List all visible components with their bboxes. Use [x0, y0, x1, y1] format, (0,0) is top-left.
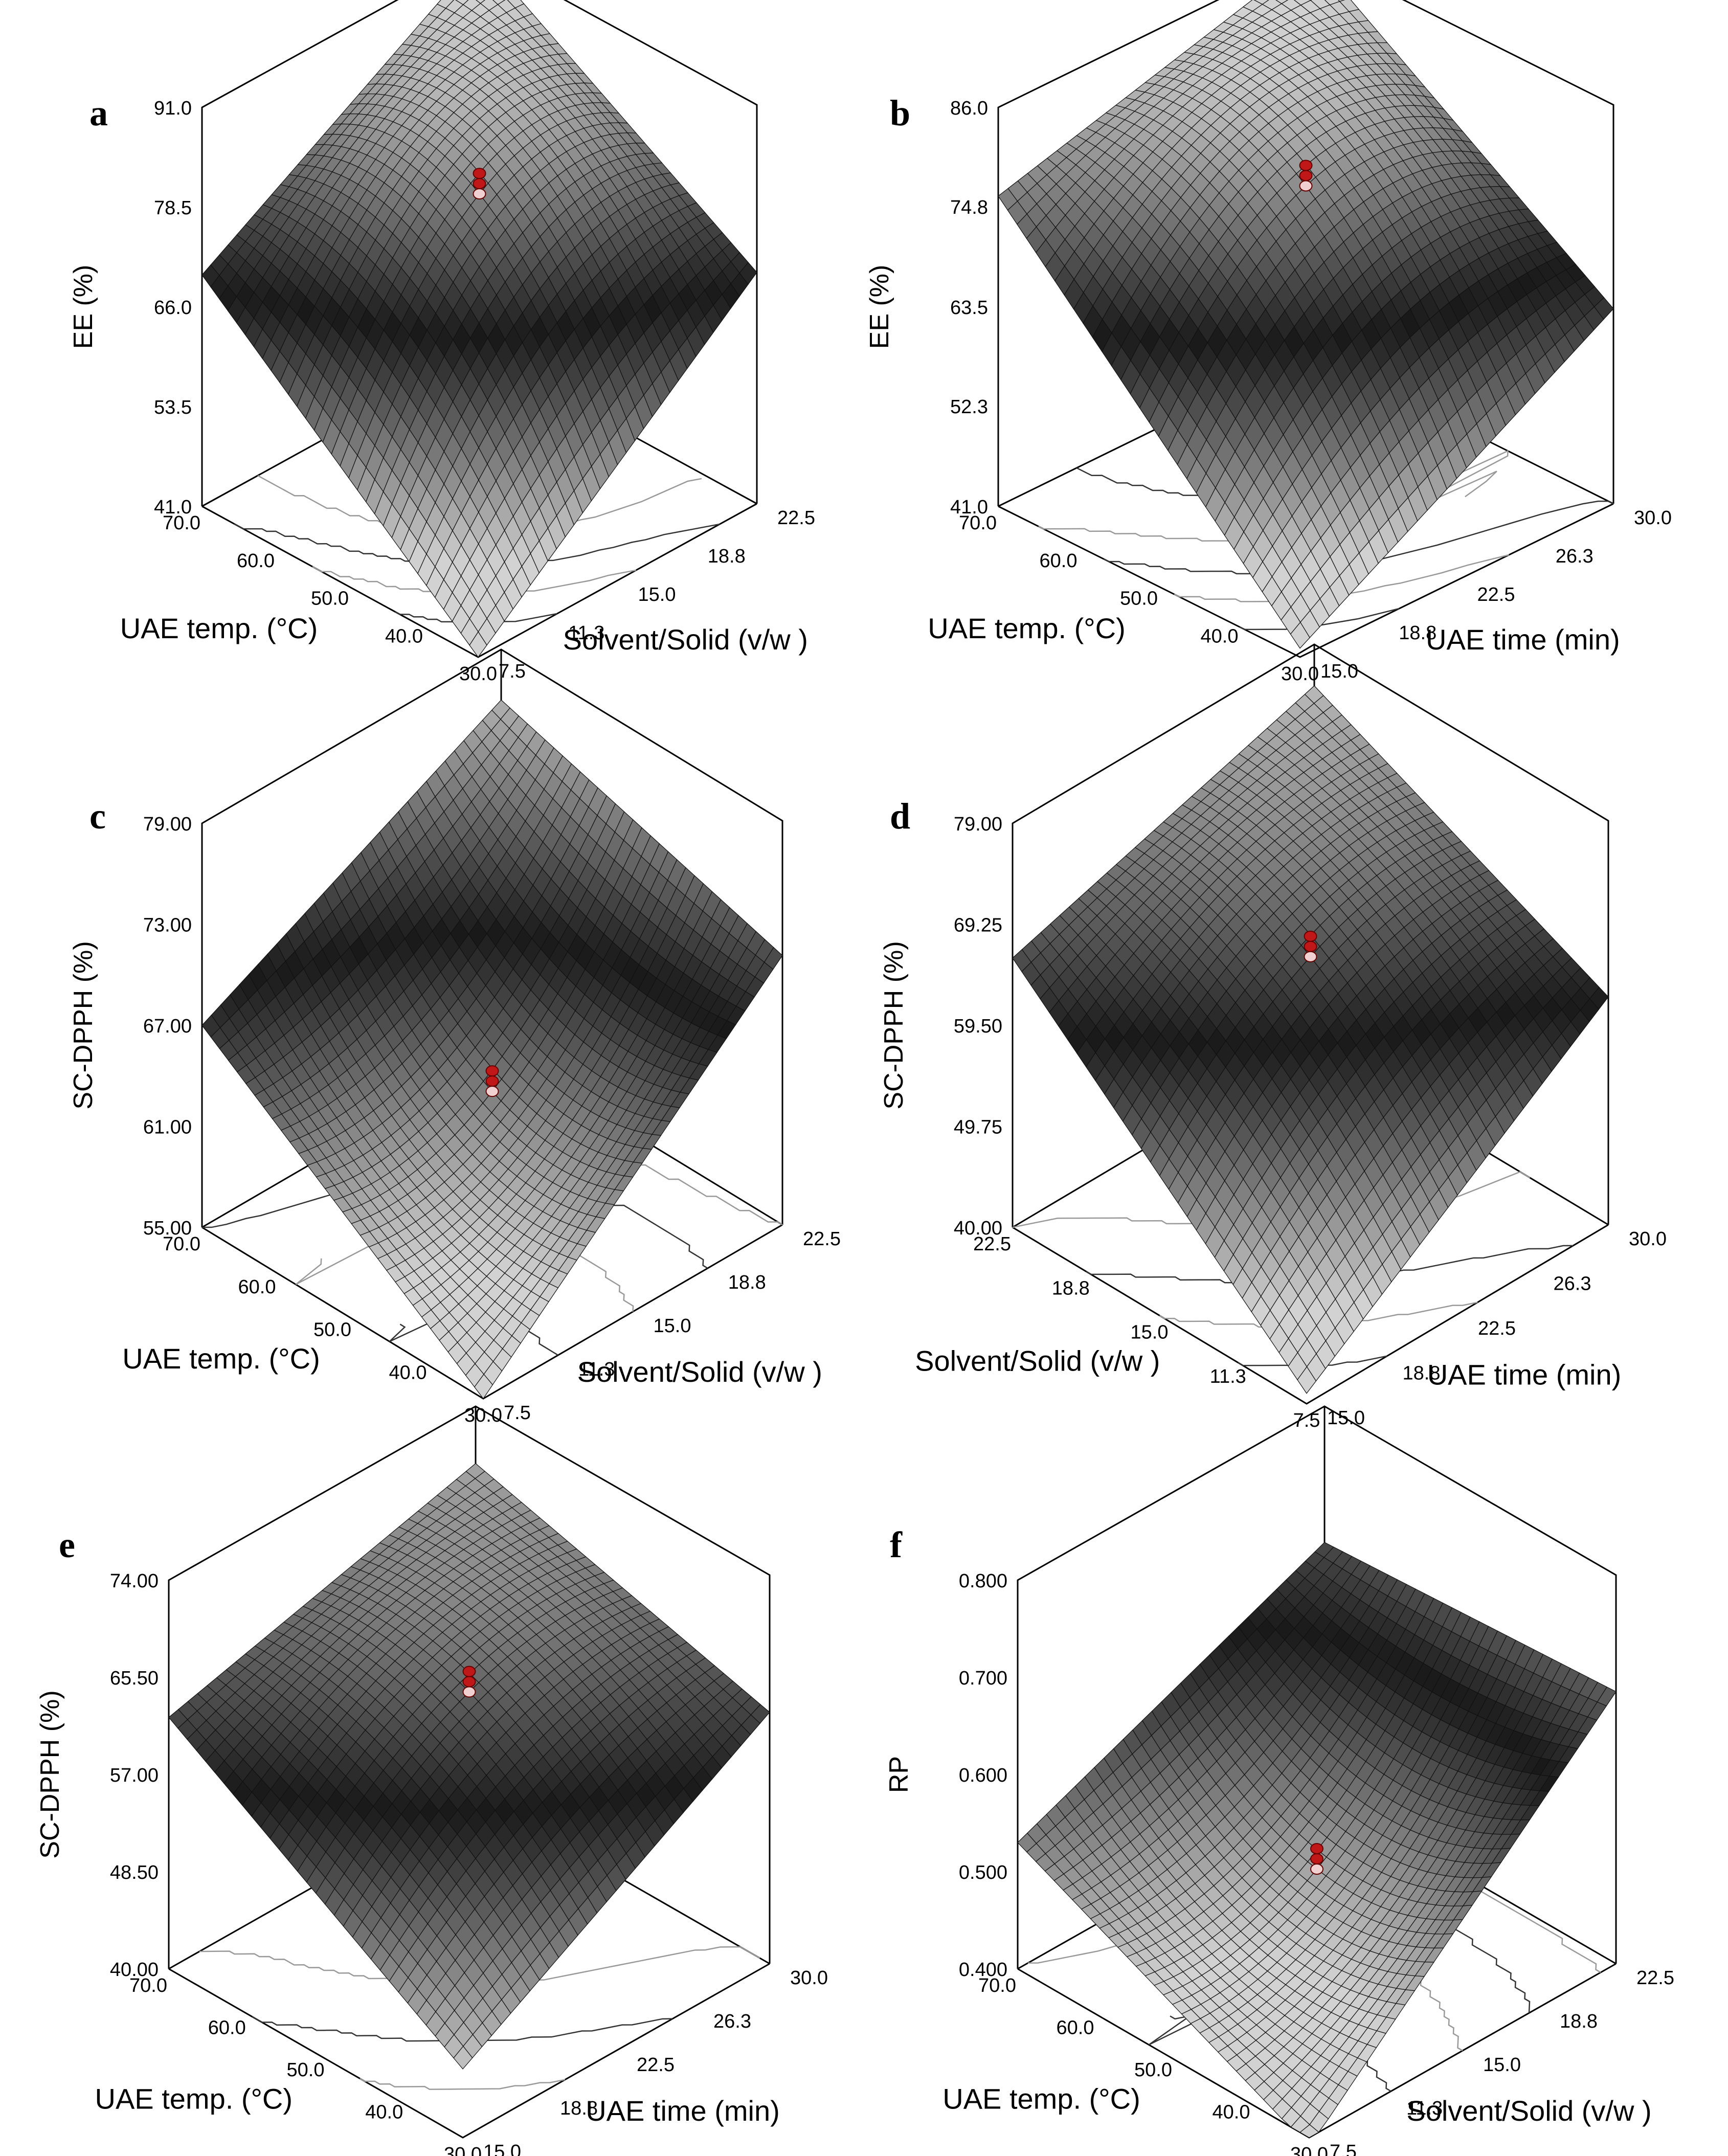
y-axis-title: Solvent/Solid (v/w ) — [563, 623, 808, 656]
surface-panel-a: 91.0 78.5 66.0 53.5 41.0 EE (%) 70.0 60.0 50.0 40… — [69, 0, 815, 685]
design-point — [1299, 180, 1313, 192]
z-tick-label: 63.5 — [950, 297, 988, 319]
z-tick-label: 78.5 — [154, 197, 192, 219]
z-tick-label: 41.0 — [154, 497, 192, 518]
z-axis-title: SC-DPPH (%) — [69, 941, 98, 1109]
x-axis-title: UAE temp. (°C) — [928, 612, 1125, 644]
x-axis-title: UAE temp. (°C) — [120, 612, 318, 644]
y-tick-label: 15.0 — [654, 1315, 691, 1337]
z-tick-label: 61.00 — [143, 1117, 192, 1138]
surface-mesh — [201, 0, 757, 658]
design-point — [485, 1086, 499, 1097]
z-tick-label: 59.50 — [954, 1016, 1002, 1037]
x-tick-label: 15.0 — [1131, 1322, 1169, 1343]
z-axis-title: SC-DPPH (%) — [879, 941, 909, 1109]
x-tick-label: 30.0 — [459, 663, 497, 685]
y-tick-label: 22.5 — [777, 507, 815, 529]
x-tick-label: 22.5 — [973, 1233, 1011, 1255]
y-tick-label: 26.3 — [1554, 1273, 1591, 1295]
design-point — [1304, 940, 1317, 952]
z-tick-label: 52.3 — [950, 396, 988, 418]
design-point — [1304, 951, 1317, 962]
x-tick-label: 40.0 — [385, 625, 423, 647]
x-tick-label: 30.0 — [1281, 663, 1319, 685]
x-tick-label: 60.0 — [237, 550, 275, 572]
x-axis-title: UAE temp. (°C) — [122, 1342, 320, 1375]
design-point — [485, 1065, 499, 1077]
z-tick-label: 66.0 — [154, 297, 192, 319]
z-tick-label: 53.5 — [154, 397, 192, 418]
design-point — [1304, 930, 1317, 942]
design-point — [1299, 170, 1313, 182]
design-point — [1299, 160, 1313, 171]
x-tick-label: 60.0 — [238, 1276, 276, 1298]
z-tick-label: 79.00 — [143, 814, 192, 835]
panel-label: a — [89, 93, 108, 133]
z-tick-label: 73.00 — [143, 915, 192, 936]
panel-label: c — [89, 796, 106, 837]
x-tick-label: 70.0 — [959, 512, 997, 534]
y-tick-label: 22.5 — [803, 1228, 841, 1250]
box-floor-front — [998, 503, 1614, 658]
surface-cell — [469, 631, 487, 658]
design-point — [473, 188, 486, 200]
x-tick-label: 70.0 — [163, 512, 200, 534]
surface-mesh — [201, 699, 783, 1400]
z-tick-label: 86.0 — [950, 98, 988, 119]
surface-mesh — [998, 0, 1614, 649]
y-tick-label: 18.8 — [728, 1272, 766, 1293]
y-tick-label: 26.3 — [1556, 546, 1594, 567]
x-tick-label: 70.0 — [163, 1233, 200, 1255]
y-tick-label: 7.5 — [504, 1402, 531, 1424]
y-tick-label: 15.0 — [638, 584, 676, 605]
y-tick-label: 22.5 — [1477, 584, 1515, 605]
y-axis-title: Solvent/Solid (v/w ) — [577, 1356, 822, 1388]
y-axis-title: UAE time (min) — [1427, 1359, 1622, 1391]
z-axis-title: EE (%) — [865, 265, 894, 349]
x-tick-label: 18.8 — [1052, 1277, 1090, 1299]
z-tick-label: 91.0 — [154, 98, 192, 119]
x-tick-label: 40.0 — [1201, 625, 1239, 647]
x-tick-label: 50.0 — [311, 588, 349, 610]
box-back-frame — [201, 0, 758, 506]
y-tick-label: 30.0 — [1629, 1228, 1667, 1250]
y-tick-label: 15.0 — [1320, 661, 1358, 682]
design-point — [473, 168, 486, 179]
y-tick-label: 22.5 — [1478, 1318, 1516, 1339]
surface-mesh — [1012, 685, 1609, 1394]
y-axis-title: UAE time (min) — [1426, 623, 1620, 656]
x-tick-label: 50.0 — [1120, 588, 1158, 610]
z-tick-label: 69.25 — [954, 915, 1002, 936]
x-tick-label: 30.0 — [464, 1405, 502, 1426]
contour-line — [360, 2078, 566, 2090]
y-tick-label: 11.3 — [568, 622, 604, 644]
panel-label: b — [890, 93, 910, 133]
design-point — [473, 178, 486, 190]
box-back-frame — [997, 0, 1614, 506]
x-tick-label: 50.0 — [313, 1319, 351, 1341]
x-tick-label: 60.0 — [1040, 550, 1078, 572]
z-tick-label: 74.8 — [950, 197, 988, 218]
design-point — [485, 1075, 499, 1087]
surface-cell — [475, 0, 486, 4]
y-tick-label: 30.0 — [1634, 507, 1672, 529]
panel-label: d — [890, 796, 910, 837]
z-tick-label: 67.00 — [143, 1016, 192, 1037]
x-tick-label: 40.0 — [389, 1362, 427, 1383]
x-axis-title: Solvent/Solid (v/w ) — [915, 1344, 1160, 1377]
z-tick-label: 79.00 — [954, 814, 1002, 835]
y-tick-label: 7.5 — [499, 661, 526, 682]
z-axis-title: EE (%) — [69, 265, 98, 349]
surface-cell — [1275, 0, 1289, 4]
surface-mesh — [168, 1463, 770, 2070]
x-tick-label: 11.3 — [1210, 1366, 1246, 1387]
x-tick-label: 7.5 — [1293, 1410, 1320, 1431]
surface-panel-b: 86.074.863.552.341.0EE (%)70.060.050.040… — [865, 0, 1672, 685]
z-tick-label: 49.75 — [954, 1117, 1002, 1138]
y-tick-label: 18.8 — [708, 546, 746, 567]
